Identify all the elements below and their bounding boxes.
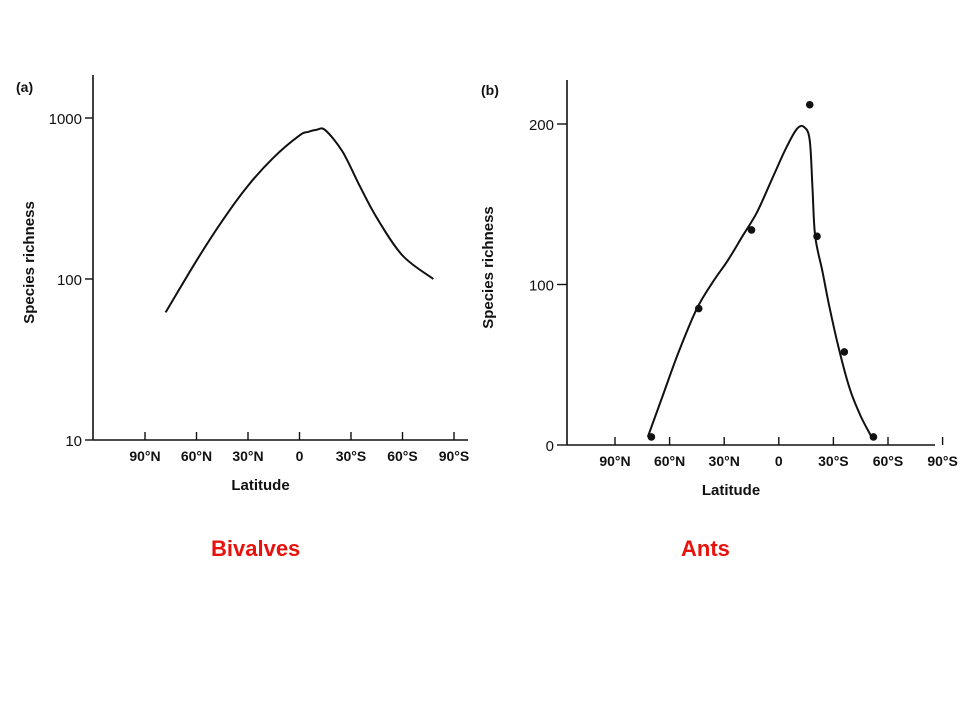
panel-a-x-tick-label: 60°S (387, 448, 418, 464)
panel-b-x-tick-label: 30°S (818, 453, 849, 469)
panel-b-y-tick-label: 0 (546, 438, 554, 455)
panel-a-panel-label: (a) (16, 79, 33, 95)
panel-b-data-point (805, 100, 814, 109)
panel-b-data-point (694, 304, 703, 313)
panel-a-x-tick-label: 90°N (129, 448, 160, 464)
panel-b-data-point (813, 232, 821, 241)
panel-a-y-tick-label: 100 (57, 272, 82, 289)
panel-b-data-point (747, 226, 756, 234)
panel-b-x-tick-label: 90°N (599, 453, 630, 469)
panel-a-x-axis-title: Latitude (231, 477, 289, 494)
panel-b-x-tick-label: 90°S (927, 453, 958, 469)
panel-a-x-tick-label: 30°N (232, 448, 263, 464)
panel-a-y-tick-label: 10 (65, 433, 82, 450)
panel-a-y-axis-title: Species richness (21, 201, 38, 324)
panel-a-x-tick-label: 90°S (439, 448, 470, 464)
panel-b-x-tick-label: 60°S (873, 453, 904, 469)
panel-b-data-point (869, 433, 878, 441)
panel-b-y-tick-label: 200 (529, 117, 554, 134)
panel-a-x-tick-label: 60°N (181, 448, 212, 464)
caption-ants: Ants (681, 536, 730, 561)
panel-b-y-axis-title: Species richness (480, 206, 497, 329)
panel-b-x-axis-title: Latitude (702, 482, 760, 499)
panel-b-data-point (840, 348, 849, 356)
panel-b-data-point (647, 433, 656, 441)
panel-b-x-tick-label: 0 (775, 453, 783, 469)
panel-a-series-line (164, 127, 435, 313)
panel-b-x-tick-label: 60°N (654, 453, 685, 469)
panel-a-y-tick-label: 1000 (49, 111, 82, 128)
panel-b-series-line (646, 124, 873, 438)
panel-a-x-tick-label: 30°S (336, 448, 367, 464)
panel-a-x-tick-label: 0 (296, 448, 304, 464)
panel-b-y-tick-label: 100 (529, 278, 554, 295)
panel-b-x-tick-label: 30°N (709, 453, 740, 469)
caption-bivalves: Bivalves (211, 536, 301, 561)
panel-b-panel-label: (b) (481, 82, 499, 98)
